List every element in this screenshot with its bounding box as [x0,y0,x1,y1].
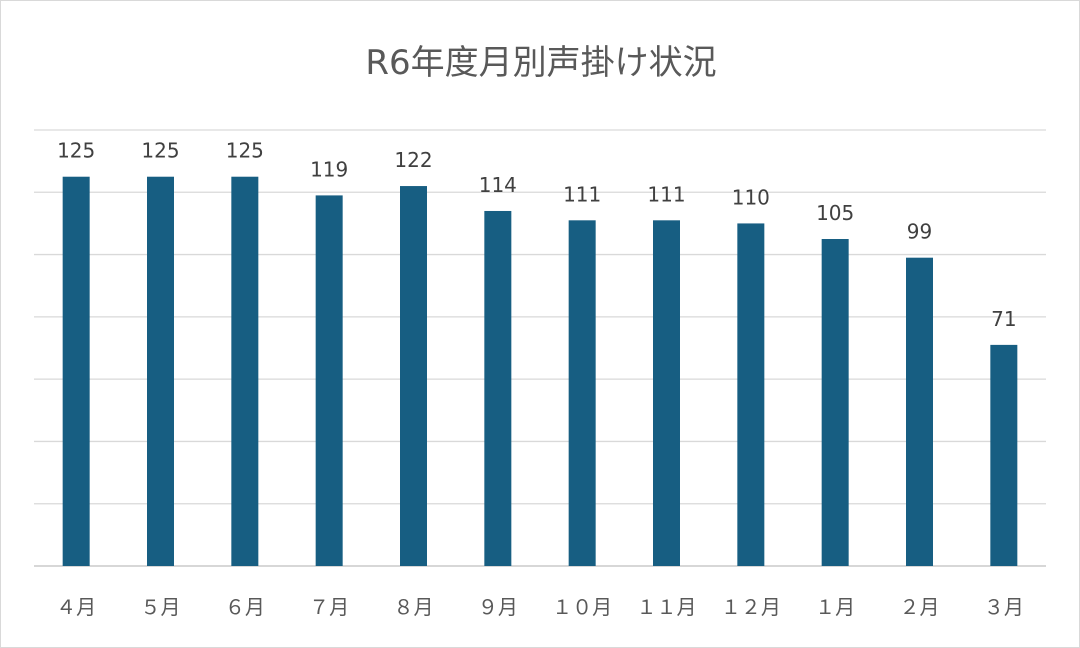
data-label-5: 122 [394,148,432,172]
bar-3 [231,176,259,566]
bar-11 [906,257,933,566]
category-label-12: ３月 [984,595,1024,619]
category-label-1: ４月 [56,595,96,619]
category-axis-labels: ４月 ５月 ６月 ７月 ８月 ９月 １０月 １１月 １２月 １月 ２月 ３月 [56,595,1024,619]
category-label-11: ２月 [900,595,940,619]
bar-1 [62,176,90,566]
data-label-12: 71 [991,307,1016,331]
bar-9 [737,223,765,566]
bar-2 [147,176,174,566]
bar-6 [484,210,512,566]
category-label-6: ９月 [478,595,518,619]
bar-4 [315,195,343,566]
bar-5 [400,186,427,567]
bar-7 [568,220,596,567]
data-label-11: 99 [907,220,932,244]
data-label-1: 125 [57,139,95,163]
bar-12 [990,344,1018,566]
category-label-5: ８月 [394,595,434,619]
data-label-6: 114 [479,173,517,197]
data-labels: 125 125 125 119 122 114 111 111 110 105 99 71 [57,139,1016,331]
data-label-2: 125 [141,139,179,163]
bar-10 [821,239,849,566]
category-label-10: １月 [815,595,855,619]
data-label-7: 111 [563,182,601,206]
data-label-4: 119 [310,157,348,181]
category-label-4: ７月 [309,595,349,619]
category-label-3: ６月 [225,595,265,619]
data-label-9: 110 [732,185,770,209]
data-label-8: 111 [647,182,685,206]
category-label-8: １１月 [637,595,697,619]
data-label-10: 105 [816,201,854,225]
data-label-3: 125 [226,139,264,163]
bar-8 [653,220,680,567]
category-label-9: １２月 [721,595,781,619]
chart-title: R6年度月別声掛け状況 [365,43,716,83]
category-label-7: １０月 [552,595,612,619]
category-label-2: ５月 [141,595,181,619]
bars [62,176,1018,567]
gridlines [34,129,1046,567]
